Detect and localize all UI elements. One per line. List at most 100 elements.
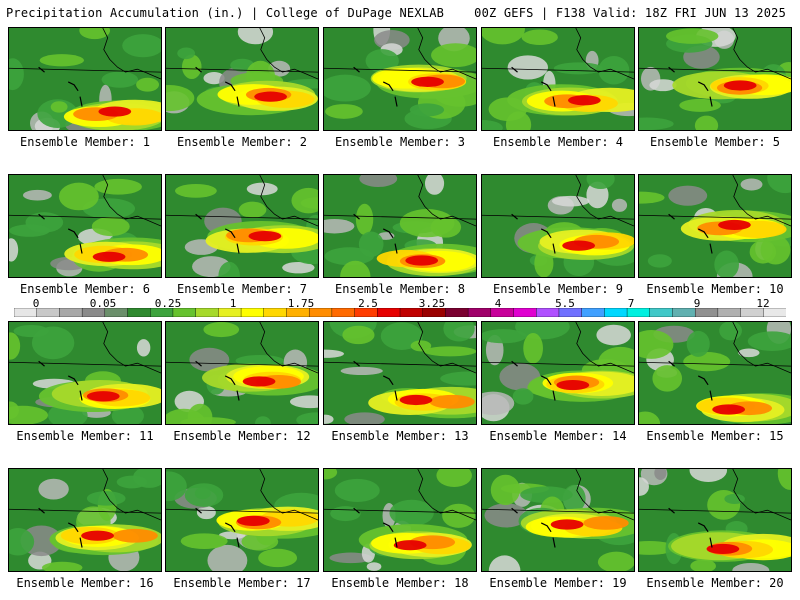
ensemble-map-panel [8,468,162,572]
colorbar-tick-label: 9 [693,297,701,310]
colorbar-swatch [763,308,786,317]
ensemble-map-panel [638,174,792,278]
ensemble-member-label: Ensemble Member: 4 [492,135,624,149]
colorbar-tick-label: 1 [229,297,237,310]
ensemble-member-label: Ensemble Member: 3 [334,135,466,149]
ensemble-member-label: Ensemble Member: 7 [176,282,308,296]
precipitation-field [324,322,476,424]
ensemble-member-label: Ensemble Member: 2 [176,135,308,149]
ensemble-map-panel [8,321,162,425]
ensemble-member-label: Ensemble Member: 11 [16,429,154,443]
colorbar-swatch [649,308,674,317]
colorbar-tick-label: 2.5 [358,297,378,310]
map-title: Precipitation Accumulation (in.) | Colle… [6,6,445,20]
ensemble-map-panel [323,174,477,278]
colorbar-swatch [240,308,265,317]
colorbar-tick-label: 0.05 [89,297,117,310]
colorbar-swatch [81,308,106,317]
colorbar-swatch [127,308,151,317]
ensemble-map-panel [638,321,792,425]
precipitation-field [166,322,318,424]
precipitation-field [482,175,634,277]
ensemble-member-label: Ensemble Member: 17 [173,576,311,590]
ensemble-map-panel [481,321,635,425]
colorbar-swatch [354,308,378,317]
colorbar-swatch [104,308,129,317]
precipitation-field [9,28,161,130]
colorbar-swatch [422,308,447,317]
colorbar-swatch [218,308,242,317]
colorbar-swatch [331,308,356,317]
ensemble-map-panel [323,468,477,572]
colorbar-swatch [14,308,38,317]
ensemble-map-panel [165,174,319,278]
colorbar-tick-label: 4 [494,297,502,310]
colorbar-swatch [558,308,583,317]
ensemble-map-panel [481,27,635,131]
ensemble-member-label: Ensemble Member: 19 [489,576,627,590]
colorbar-swatch [308,308,333,317]
ensemble-member-label: Ensemble Member: 6 [19,282,151,296]
ensemble-map-panel [165,321,319,425]
ensemble-member-label: Ensemble Member: 9 [492,282,624,296]
precipitation-field [9,322,161,424]
ensemble-member-label: Ensemble Member: 20 [646,576,784,590]
precipitation-field [639,175,791,277]
colorbar-swatch [59,308,83,317]
ensemble-member-label: Ensemble Member: 15 [646,429,784,443]
run-valid-time: 00Z GEFS | F138 Valid: 18Z FRI JUN 13 20… [474,6,786,20]
ensemble-member-label: Ensemble Member: 18 [331,576,469,590]
colorbar-swatch [672,308,696,317]
colorbar-tick-label: 0 [32,297,40,310]
ensemble-member-label: Ensemble Member: 1 [19,135,151,149]
colorbar-tick-label: 5.5 [555,297,575,310]
precipitation-field [639,28,791,130]
ensemble-member-label: Ensemble Member: 5 [649,135,781,149]
precipitation-field [9,469,161,571]
precipitation-colorbar [14,308,786,317]
colorbar-swatch [445,308,469,317]
ensemble-member-label: Ensemble Member: 13 [331,429,469,443]
precipitation-field [166,28,318,130]
precipitation-field [166,469,318,571]
ensemble-member-label: Ensemble Member: 14 [489,429,627,443]
precipitation-field [166,175,318,277]
colorbar-swatch [467,308,492,317]
ensemble-map-panel [165,27,319,131]
colorbar-tick-labels: 0 0.05 0.25 1 1.75 2.5 3.25 4 5.5 7 9 12 [0,297,800,310]
colorbar-swatch [717,308,742,317]
precipitation-field [482,322,634,424]
ensemble-member-label: Ensemble Member: 16 [16,576,154,590]
ensemble-member-label: Ensemble Member: 8 [334,282,466,296]
colorbar-tick-label: 3.25 [418,297,446,310]
colorbar-swatch [263,308,288,317]
colorbar-swatch [536,308,560,317]
ensemble-map-panel [638,468,792,572]
colorbar-swatch [626,308,651,317]
colorbar-swatch [490,308,515,317]
ensemble-member-label: Ensemble Member: 12 [173,429,311,443]
ensemble-member-label: Ensemble Member: 10 [646,282,784,296]
colorbar-swatch [581,308,606,317]
ensemble-map-panel [165,468,319,572]
ensemble-map-panel [638,27,792,131]
colorbar-swatch [377,308,401,317]
colorbar-swatch [286,308,310,317]
precipitation-field [482,28,634,130]
colorbar-swatch [513,308,537,317]
colorbar-tick-label: 0.25 [154,297,182,310]
colorbar-swatch [172,308,197,317]
ensemble-map-panel [323,321,477,425]
precipitation-field [639,322,791,424]
colorbar-swatch [399,308,424,317]
precipitation-field [9,175,161,277]
precipitation-field [324,28,476,130]
ensemble-map-panel [8,174,162,278]
colorbar-swatch [604,308,628,317]
precipitation-field [324,469,476,571]
colorbar-swatch [36,308,61,317]
precipitation-field [482,469,634,571]
precipitation-field [324,175,476,277]
colorbar-swatch [195,308,220,317]
ensemble-map-panel [481,174,635,278]
